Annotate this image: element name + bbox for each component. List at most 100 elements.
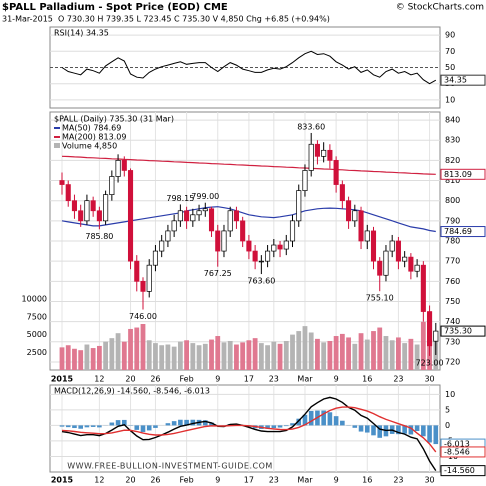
volume-bar <box>308 332 314 370</box>
volume-bar <box>234 344 239 370</box>
value-tag-label: 735.30 <box>444 327 472 336</box>
series-line <box>61 396 437 471</box>
volume-bar <box>221 342 227 370</box>
x-tick-label: 12 <box>94 476 104 485</box>
x-tick-label: 2015 <box>51 476 74 485</box>
volume-bar <box>59 347 65 370</box>
histogram-bar <box>421 425 426 437</box>
candle-body <box>314 143 320 157</box>
candle-body <box>78 210 84 222</box>
candle-body <box>364 230 370 242</box>
candle-body <box>165 230 171 242</box>
volume-bar <box>90 348 96 370</box>
x-tick-label: 23 <box>393 476 403 485</box>
volume-bar <box>177 341 183 370</box>
annotation: 746.00 <box>129 312 157 321</box>
value-tag <box>440 226 486 238</box>
volume-bar <box>265 345 270 370</box>
histogram-bar <box>65 425 71 428</box>
histogram-bar <box>308 410 314 426</box>
x-tick-label: 23 <box>269 476 279 485</box>
annotation: 798.15 <box>166 194 194 203</box>
candle-body <box>420 264 426 312</box>
candle-body <box>370 230 377 262</box>
candle-body <box>289 220 296 242</box>
volume-bar <box>352 343 358 370</box>
candle-body <box>395 240 401 262</box>
volume-bar <box>258 343 264 370</box>
candle-body <box>427 311 433 347</box>
volume-bar <box>396 337 401 370</box>
chart-title: $PALL Palladium - Spot Price (EOD) CME <box>2 2 228 13</box>
y-tick-label: 50 <box>445 63 455 72</box>
y-tick-label: 760 <box>445 277 460 286</box>
histogram-bar <box>340 420 345 426</box>
candle-body <box>109 176 115 195</box>
y-tick-label: 10 <box>445 390 455 399</box>
histogram-bar <box>90 425 96 427</box>
histogram-bar <box>402 425 407 434</box>
watermark: WWW.FREE-BULLION-INVESTMENT-GUIDE.COM <box>67 462 273 471</box>
value-tag <box>440 446 486 458</box>
candle-body <box>352 210 358 222</box>
candle-body <box>96 210 102 222</box>
x-tick-label: 20 <box>125 476 135 485</box>
histogram-bar <box>414 425 420 431</box>
candle-body <box>240 220 246 242</box>
volume-bar <box>140 324 146 370</box>
volume-bar <box>402 343 408 370</box>
value-tag <box>440 74 486 86</box>
legend-title: $PALL (Daily) 735.30 (31 Mar) <box>54 115 174 124</box>
candle-body <box>402 256 408 262</box>
candle-body <box>196 210 202 216</box>
candle-body <box>215 230 221 252</box>
volume-tick-label: 2500 <box>27 348 47 357</box>
candle-body <box>171 220 177 232</box>
annotation: 767.25 <box>204 269 232 278</box>
value-tag <box>440 465 486 477</box>
x-tick-label: 30 <box>424 476 434 485</box>
x-tick-label: Mar <box>297 375 313 384</box>
volume-bar <box>165 344 171 370</box>
legend-swatch <box>54 143 60 148</box>
histogram-bar <box>140 425 146 432</box>
y-tick-label: 720 <box>445 357 460 366</box>
volume-bar <box>358 333 364 370</box>
candle-body <box>252 250 258 262</box>
histogram-bar <box>302 414 308 426</box>
value-tag-label: 784.69 <box>444 227 472 236</box>
histogram-bar <box>190 419 196 426</box>
histogram-bar <box>321 410 326 426</box>
candle-body <box>233 210 239 222</box>
volume-bar <box>227 340 233 370</box>
histogram-bar <box>184 419 189 426</box>
legend-label: MA(50) 784.69 <box>62 124 121 133</box>
volume-tick-label: 5000 <box>27 330 47 339</box>
candle-body <box>84 200 90 222</box>
candle-body <box>103 194 109 222</box>
candle-body <box>346 200 352 222</box>
volume-bar <box>159 345 165 370</box>
candle-body <box>121 160 127 171</box>
x-tick-label: 26 <box>150 476 160 485</box>
x-tick-label: 23 <box>393 375 403 384</box>
value-tag-label: -14.560 <box>444 466 475 475</box>
y-tick-label: 70 <box>445 47 455 56</box>
date: 31-Mar-2015 <box>2 15 53 24</box>
volume-bar <box>146 340 152 370</box>
volume-bar <box>153 343 158 370</box>
x-tick-label: 12 <box>94 375 104 384</box>
volume-bar <box>377 327 383 370</box>
histogram-bar <box>396 425 401 435</box>
y-tick-label: 820 <box>445 156 460 165</box>
x-tick-label: 9 <box>334 476 339 485</box>
histogram-bar <box>371 425 376 436</box>
candle-body <box>296 190 302 222</box>
value-tag-label: 813.09 <box>444 170 472 179</box>
y-tick-label: 740 <box>445 317 460 326</box>
candle-body <box>246 240 252 252</box>
series-line <box>61 406 437 453</box>
volume-bar <box>196 345 202 370</box>
candle-body <box>65 184 71 202</box>
volume-bar <box>190 343 196 370</box>
